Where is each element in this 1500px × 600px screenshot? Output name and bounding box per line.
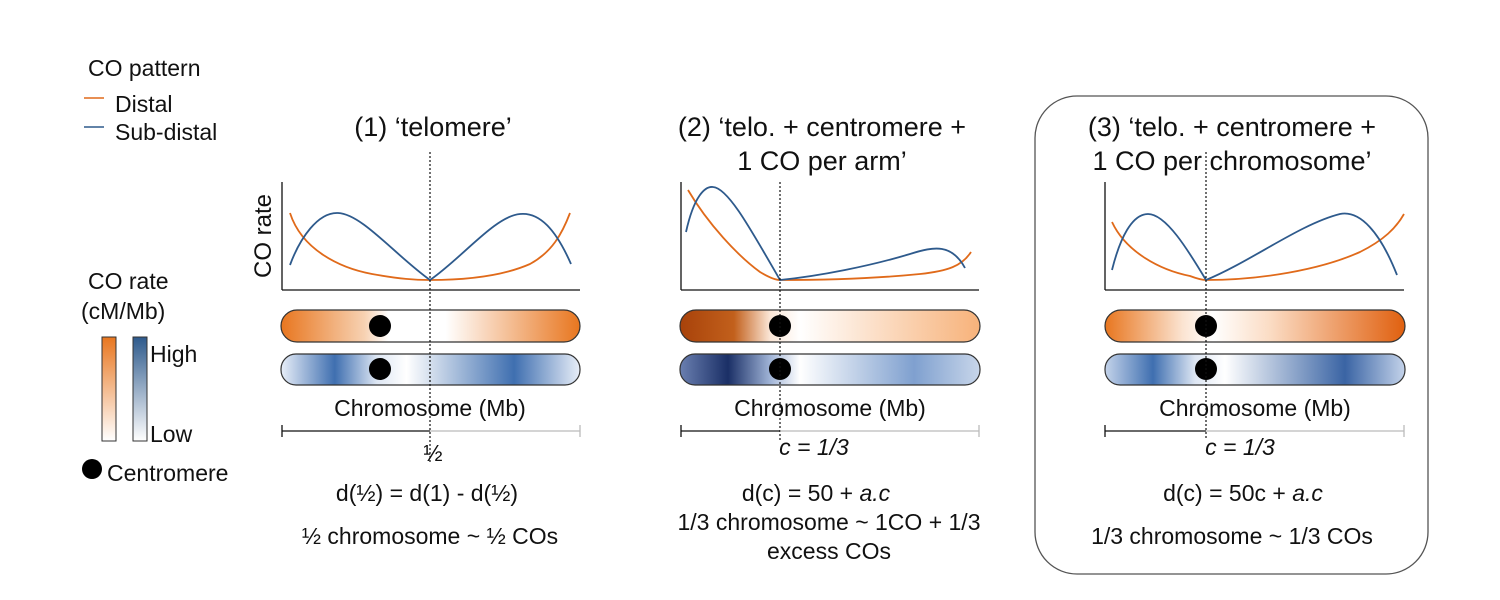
panel-2-x-axis-label: Chromosome (Mb): [734, 395, 926, 421]
panel-2-formula-text: d(c) = 50 +: [742, 480, 860, 506]
panel-1-split-label: ½: [423, 440, 442, 466]
panel-3-formula-text: d(c) = 50c +: [1163, 480, 1292, 506]
legend-high-label: High: [150, 341, 197, 367]
legend-low-label: Low: [150, 421, 193, 447]
legend: CO pattern Distal Sub-distal CO rate (cM…: [81, 55, 228, 486]
panel-2-chromosome-blue: [679, 353, 981, 386]
panel-2-centromere-blue: [769, 358, 791, 380]
panel-telo-centromere-chromosome: (3) ‘telo. + centromere + 1 CO per chrom…: [1034, 95, 1429, 575]
panel-1-centromere-orange: [369, 315, 391, 337]
panel-1-centromere-blue: [369, 358, 391, 380]
panel-1-description: ½ chromosome ~ ½ COs: [302, 523, 558, 549]
legend-orange-scale: [101, 336, 117, 442]
legend-centromere-icon: [82, 459, 102, 479]
legend-centromere-label: Centromere: [107, 460, 228, 486]
panel-1-subdistal-curve: [289, 212, 572, 282]
panel-1-formula: d(½) = d(1) - d(½): [336, 480, 518, 506]
panel-3-title-line-2: 1 CO per chromosome’: [1092, 146, 1371, 176]
panel-3-chromosome-blue: [1104, 353, 1406, 386]
panel-3-distal-curve: [1111, 213, 1405, 281]
panel-2-formula-italic: a.c: [859, 480, 890, 506]
panel-3-subdistal-curve: [1111, 212, 1398, 282]
panel-3-x-axis-label: Chromosome (Mb): [1159, 395, 1351, 421]
panel-telomere: (1) ‘telomere’ CO rate Chromosome (Mb) ½…: [250, 112, 581, 549]
panel-2-subdistal-curve: [685, 186, 966, 281]
panel-3-split-label: c = 1/3: [1205, 434, 1275, 460]
panel-2-title-line-1: (2) ‘telo. + centromere +: [678, 112, 966, 142]
panel-1-title: (1) ‘telomere’: [354, 112, 512, 142]
panel-2-distal-curve: [687, 189, 972, 281]
panel-2-split-label: c = 1/3: [779, 434, 849, 460]
panel-telo-centromere-arm: (2) ‘telo. + centromere + 1 CO per arm’ …: [678, 112, 981, 564]
panel-3-formula-italic: a.c: [1292, 480, 1323, 506]
panel-2-chromosome-orange: [679, 309, 981, 343]
panel-3-chromosome-orange: [1104, 309, 1406, 343]
panel-2-description-line-2: excess COs: [767, 538, 891, 564]
panel-2-description-line-1: 1/3 chromosome ~ 1CO + 1/3: [678, 509, 981, 535]
panel-1-y-axis-label: CO rate: [250, 194, 277, 278]
legend-rate-title: CO rate: [88, 268, 169, 294]
panel-2-formula: d(c) = 50 + a.c: [742, 480, 891, 506]
legend-distal-label: Distal: [115, 91, 173, 117]
legend-rate-unit: (cM/Mb): [81, 298, 165, 324]
panel-1-x-axis-label: Chromosome (Mb): [334, 395, 526, 421]
panel-3-highlight-frame: [1034, 95, 1429, 575]
legend-subdistal-label: Sub-distal: [115, 119, 217, 145]
legend-blue-scale: [132, 336, 148, 442]
panel-3-title-line-1: (3) ‘telo. + centromere +: [1088, 112, 1376, 142]
panel-2-title-line-2: 1 CO per arm’: [737, 146, 907, 176]
panel-3-formula: d(c) = 50c + a.c: [1163, 480, 1323, 506]
panel-3-description: 1/3 chromosome ~ 1/3 COs: [1091, 523, 1373, 549]
legend-pattern-title: CO pattern: [88, 55, 201, 81]
